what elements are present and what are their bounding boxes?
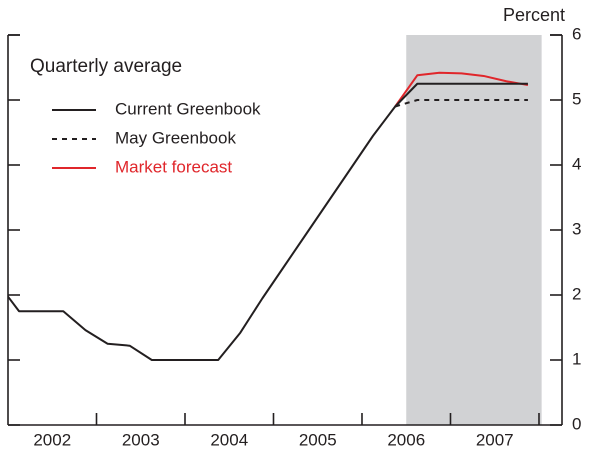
x-tick-label: 2007 — [476, 430, 514, 449]
legend-label: Current Greenbook — [115, 99, 261, 118]
x-tick-label: 2002 — [33, 430, 71, 449]
y-tick-label: 3 — [572, 219, 581, 238]
y-tick-label: 4 — [572, 154, 581, 173]
series-line — [8, 82, 528, 361]
y-tick-label: 1 — [572, 349, 581, 368]
x-tick-label: 2004 — [210, 430, 248, 449]
chart-title: Quarterly average — [30, 56, 182, 77]
x-tick-label: 2005 — [299, 430, 337, 449]
x-tick-label: 2006 — [387, 430, 425, 449]
legend-label: May Greenbook — [115, 128, 236, 147]
lines-layer — [8, 71, 529, 361]
legend-label: Market forecast — [115, 157, 232, 176]
y-axis-label: Percent — [503, 5, 565, 25]
shade-layer — [406, 35, 542, 425]
x-tick-label: 2003 — [122, 430, 160, 449]
series-line — [394, 99, 528, 108]
series-line — [394, 71, 529, 108]
y-tick-label: 5 — [572, 89, 581, 108]
forecast-shade — [406, 35, 542, 425]
y-tick-label: 0 — [572, 414, 581, 433]
y-tick-label: 6 — [572, 24, 581, 43]
y-tick-label: 2 — [572, 284, 581, 303]
